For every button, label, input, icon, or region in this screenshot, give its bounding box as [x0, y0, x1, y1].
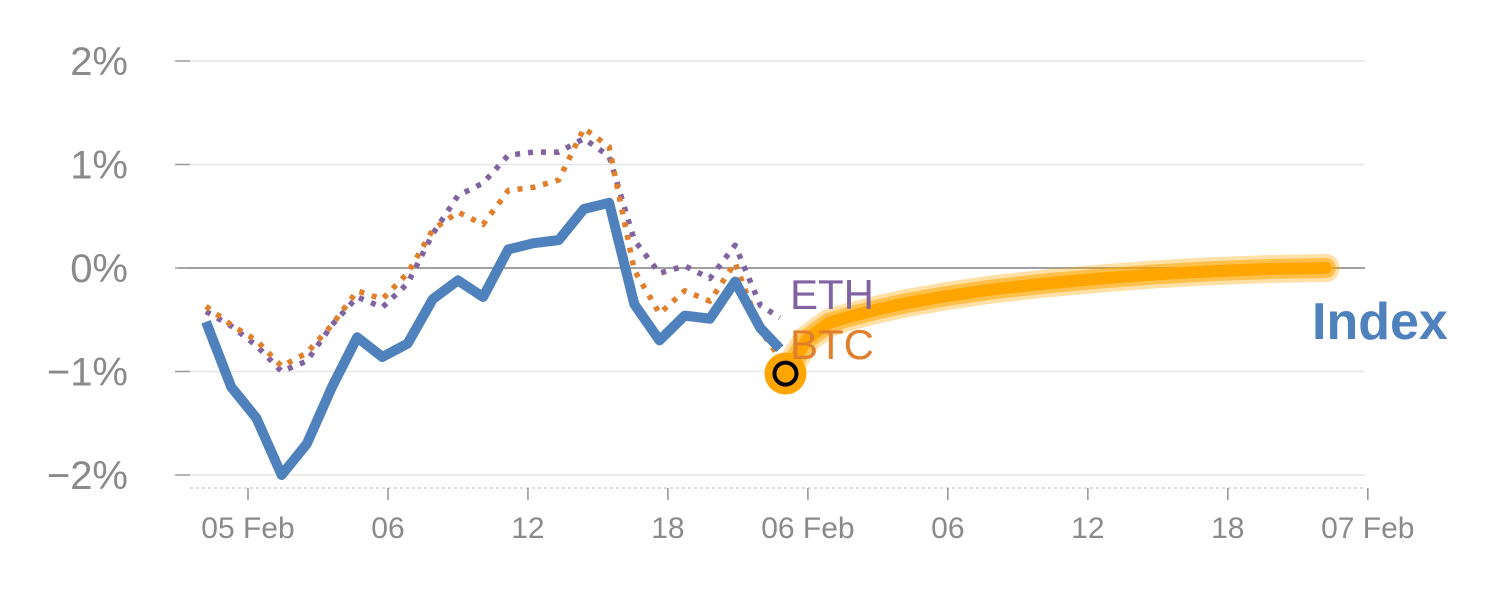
xtick-label-2: 12: [511, 512, 544, 545]
xtick-label-5: 06: [931, 512, 964, 545]
y-axis: 2% 1% 0% −1% −2%: [47, 40, 128, 498]
series-label-eth: ETH: [790, 271, 874, 318]
x-axis: [190, 487, 1369, 500]
xtick-label-3: 18: [651, 512, 684, 545]
current-point-marker: [772, 360, 799, 387]
x-tick-labels: 05 Feb 06 12 18 06 Feb 06 12 18 07 Feb: [201, 512, 1414, 545]
xtick-label-7: 18: [1211, 512, 1244, 545]
xtick-label-0: 05 Feb: [201, 512, 294, 545]
marker-layer: [764, 352, 807, 395]
xtick-label-6: 12: [1071, 512, 1104, 545]
xtick-label-8: 07 Feb: [1321, 512, 1414, 545]
series-label-btc: BTC: [790, 321, 874, 368]
series-labels: ETH BTC Index: [790, 271, 1448, 368]
ytick-label-1: 1%: [70, 144, 128, 188]
ytick-label-2: 0%: [70, 247, 128, 291]
series-line-eth: [204, 135, 782, 375]
ytick-label-3: −1%: [47, 351, 128, 395]
series-layer: [201, 125, 1340, 480]
series-label-index: Index: [1312, 293, 1448, 351]
series-line-index: [201, 197, 784, 480]
ytick-label-4: −2%: [47, 454, 128, 498]
series-line-btc: [204, 125, 789, 375]
xtick-label-1: 06: [371, 512, 404, 545]
ytick-label-0: 2%: [70, 40, 128, 84]
projection-band-core: [779, 262, 1332, 380]
xtick-label-4: 06 Feb: [761, 512, 854, 545]
